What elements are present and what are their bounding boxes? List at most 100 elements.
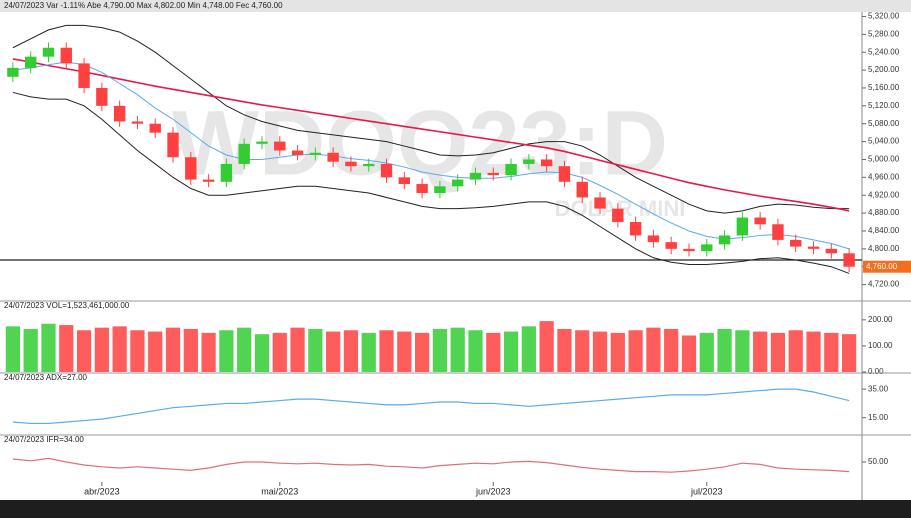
volume-bar (379, 330, 394, 372)
y-tick-label: 5,280.00 (868, 29, 900, 38)
candle-body (78, 63, 90, 88)
panel-header: 24/07/2023 VOL=1,523,461,000.00 (4, 301, 130, 310)
candle-body (24, 56, 37, 68)
candle-body (790, 239, 802, 247)
y-tick-label: 4,800.00 (868, 244, 900, 253)
x-tick-label: abr/2023 (84, 486, 120, 496)
candle-body (327, 152, 339, 162)
candle-body (256, 141, 268, 144)
volume-bar (148, 331, 163, 372)
volume-bar (521, 326, 536, 372)
y-tick-label: 100.00 (868, 341, 893, 350)
y-tick-label: 4,720.00 (868, 280, 900, 289)
panel-header: 24/07/2023 ADX=27.00 (4, 373, 88, 382)
candle-body (718, 235, 731, 245)
candle-body (96, 87, 108, 106)
candle-body (434, 186, 446, 193)
volume-bar (735, 330, 750, 372)
volume-bar (254, 334, 270, 372)
y-tick-label: 5,160.00 (868, 83, 900, 92)
candle-body (683, 248, 695, 252)
candle-body (736, 217, 749, 236)
volume-bar (94, 327, 109, 372)
candle-body (487, 172, 499, 176)
candle-body (274, 141, 286, 151)
overlay-line (12, 24, 850, 214)
volume-bar (717, 328, 732, 372)
volume-bar (681, 335, 697, 372)
candle-body (416, 184, 428, 193)
volume-bar (290, 327, 305, 372)
indicator-line (12, 457, 850, 473)
candle-body (576, 181, 588, 198)
volume-bar (575, 330, 590, 372)
candle-body (309, 152, 322, 155)
candle-body (291, 150, 304, 155)
candle-body (523, 159, 535, 164)
candle-body (238, 143, 250, 164)
candle-body (594, 197, 606, 209)
y-tick-label: 5,200.00 (868, 65, 900, 74)
x-tick-label: mai/2023 (261, 486, 298, 496)
overlay-line (12, 61, 850, 250)
volume-bar (557, 328, 572, 372)
volume-bar (41, 323, 56, 372)
candle-body (220, 163, 233, 182)
last-price-label: 4,760.00 (866, 262, 898, 271)
candle-body (380, 163, 393, 178)
candle-body (505, 163, 517, 176)
candle-body (42, 47, 55, 57)
volume-bar (770, 332, 786, 372)
y-tick-label: 200.00 (868, 315, 893, 324)
volume-bar (664, 328, 679, 372)
candle-body (558, 166, 571, 182)
volume-bar (308, 328, 323, 372)
candle-body (807, 246, 820, 249)
candle-body (363, 163, 375, 167)
candle-body (149, 123, 161, 133)
top-bar (0, 0, 911, 12)
volume-bar (361, 332, 376, 372)
candle-body (167, 132, 179, 158)
volume-bar (486, 332, 501, 372)
y-tick-label: 50.00 (868, 457, 889, 466)
x-tick-label: jun/2023 (475, 486, 511, 496)
y-tick-label: 35.00 (868, 384, 889, 393)
volume-bar (503, 331, 519, 372)
y-tick-label: 5,000.00 (868, 155, 900, 164)
overlay-line (12, 58, 850, 212)
candle-body (825, 248, 838, 254)
candle-body (665, 242, 677, 249)
candle-body (345, 161, 357, 167)
volume-bar (130, 330, 145, 372)
candle-body (843, 253, 855, 267)
y-tick-label: 5,240.00 (868, 47, 900, 56)
y-tick-label: 4,840.00 (868, 226, 900, 235)
indicator-line (12, 388, 850, 425)
volume-bar (183, 328, 198, 372)
volume-bar (646, 327, 661, 372)
volume-bar (112, 326, 127, 372)
candle-body (540, 159, 553, 167)
y-tick-label: 0.00 (868, 367, 884, 376)
candle-body (451, 179, 464, 187)
y-tick-label: 5,040.00 (868, 137, 900, 146)
panel-header: 24/07/2023 IFR=34.00 (4, 435, 84, 444)
candle-body (398, 177, 411, 185)
volume-bar (414, 332, 430, 372)
volume-bar (432, 328, 448, 372)
volume-bar (806, 331, 821, 372)
volume-bar (165, 327, 181, 372)
candle-body (202, 179, 215, 182)
candle-body (185, 157, 197, 180)
y-tick-label: 4,920.00 (868, 190, 900, 199)
volume-bar (468, 330, 483, 372)
y-tick-label: 5,120.00 (868, 101, 900, 110)
volume-bar (343, 330, 359, 372)
y-tick-label: 4,960.00 (868, 172, 900, 181)
volume-bar (23, 328, 38, 372)
volume-bar (397, 331, 412, 372)
candle-body (701, 244, 713, 252)
volume-bar (5, 326, 21, 372)
